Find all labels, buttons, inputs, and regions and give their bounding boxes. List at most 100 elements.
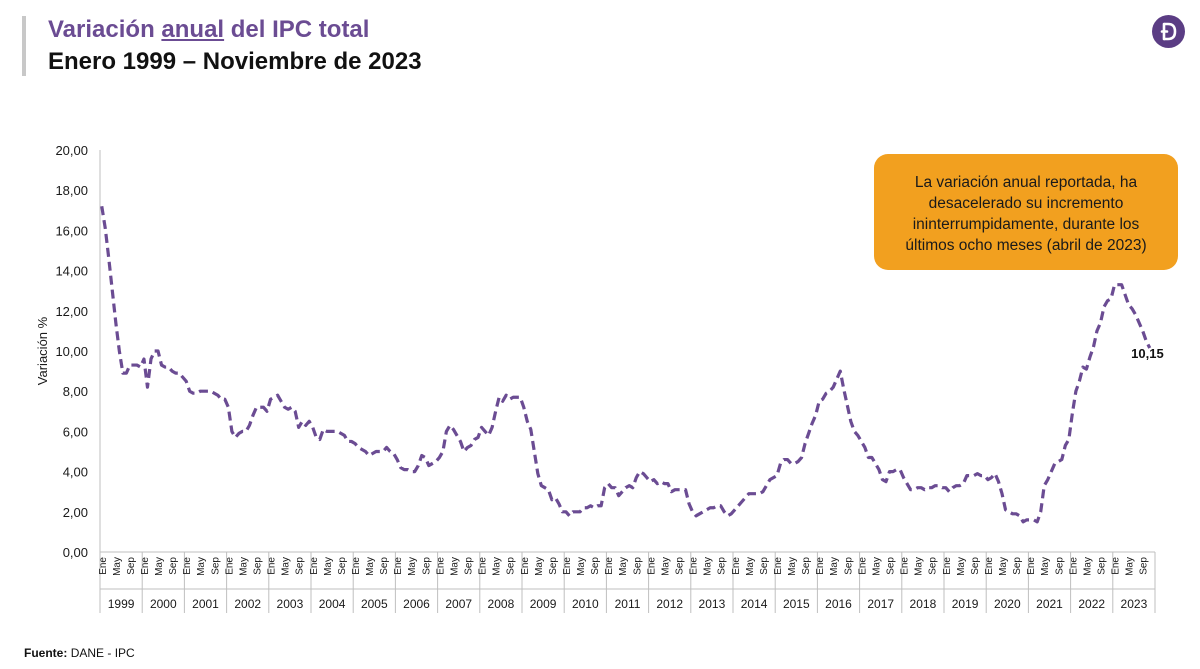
year-label: 2009 — [530, 597, 557, 611]
month-tick-label: Sep — [463, 557, 474, 575]
title-accent-bar — [22, 16, 26, 76]
y-tick-label: 2,00 — [63, 505, 88, 520]
year-label: 2004 — [319, 597, 346, 611]
month-tick-label: Sep — [1139, 557, 1150, 575]
month-tick-label: Sep — [252, 557, 263, 575]
year-label: 2002 — [234, 597, 261, 611]
year-label: 2017 — [867, 597, 894, 611]
month-tick-label: Sep — [1012, 557, 1023, 575]
year-label: 2005 — [361, 597, 388, 611]
month-tick-label: May — [998, 557, 1009, 576]
month-tick-label: Sep — [210, 557, 221, 575]
month-tick-label: May — [660, 557, 671, 576]
month-tick-label: Ene — [393, 557, 404, 575]
month-tick-label: May — [1040, 557, 1051, 576]
source-value: DANE - IPC — [70, 646, 135, 660]
month-tick-label: Ene — [140, 557, 151, 575]
year-label: 2016 — [825, 597, 852, 611]
y-tick-label: 14,00 — [55, 264, 88, 279]
month-tick-label: May — [1125, 557, 1136, 576]
month-tick-label: Sep — [674, 557, 685, 575]
year-label: 2003 — [277, 597, 304, 611]
month-tick-label: Ene — [815, 557, 826, 575]
year-label: 2001 — [192, 597, 219, 611]
month-tick-label: May — [281, 557, 292, 576]
month-tick-label: Ene — [98, 557, 109, 575]
month-tick-label: May — [618, 557, 629, 576]
y-tick-label: 18,00 — [55, 183, 88, 198]
month-tick-label: Ene — [646, 557, 657, 575]
month-tick-label: Ene — [224, 557, 235, 575]
title-word-anual: anual — [161, 16, 225, 43]
month-tick-label: Sep — [1096, 557, 1107, 575]
y-tick-label: 6,00 — [63, 424, 88, 439]
month-tick-label: Sep — [337, 557, 348, 575]
month-tick-label: Sep — [590, 557, 601, 575]
month-tick-label: Sep — [759, 557, 770, 575]
y-axis-label: Variación % — [35, 316, 50, 385]
month-tick-label: Sep — [632, 557, 643, 575]
title-word-1: Variación — [48, 16, 155, 43]
y-tick-label: 20,00 — [55, 143, 88, 158]
month-tick-label: Sep — [548, 557, 559, 575]
month-tick-label: Ene — [267, 557, 278, 575]
chart-title: Variación anual del IPC total — [48, 16, 369, 44]
year-label: 2014 — [741, 597, 768, 611]
month-tick-label: Ene — [562, 557, 573, 575]
year-label: 2011 — [615, 597, 641, 611]
series-line-ipc — [100, 206, 1152, 524]
month-tick-label: Sep — [421, 557, 432, 575]
month-tick-label: Ene — [731, 557, 742, 575]
month-tick-label: Ene — [1068, 557, 1079, 575]
month-tick-label: Ene — [478, 557, 489, 575]
month-tick-label: Ene — [351, 557, 362, 575]
month-tick-label: Sep — [126, 557, 137, 575]
month-tick-label: Sep — [970, 557, 981, 575]
year-label: 2022 — [1078, 597, 1105, 611]
month-tick-label: Sep — [379, 557, 390, 575]
month-tick-label: May — [703, 557, 714, 576]
source-label: Fuente: — [24, 646, 68, 660]
year-label: 2023 — [1121, 597, 1148, 611]
month-tick-label: May — [956, 557, 967, 576]
year-label: 2000 — [150, 597, 177, 611]
month-tick-label: May — [576, 557, 587, 576]
year-label: 2013 — [699, 597, 726, 611]
year-label: 2007 — [445, 597, 472, 611]
month-tick-label: Sep — [843, 557, 854, 575]
month-tick-label: Ene — [942, 557, 953, 575]
callout-annotation: La variación anual reportada, ha desacel… — [874, 154, 1178, 270]
month-tick-label: Ene — [689, 557, 700, 575]
year-label: 2018 — [910, 597, 937, 611]
month-tick-label: May — [914, 557, 925, 576]
month-tick-label: May — [871, 557, 882, 576]
source-note: Fuente: DANE - IPC — [24, 646, 135, 660]
month-tick-label: May — [407, 557, 418, 576]
month-tick-label: Ene — [435, 557, 446, 575]
month-tick-label: May — [1082, 557, 1093, 576]
month-tick-label: May — [238, 557, 249, 576]
month-tick-label: Ene — [1026, 557, 1037, 575]
month-tick-label: May — [323, 557, 334, 576]
month-tick-label: May — [492, 557, 503, 576]
month-tick-label: May — [154, 557, 165, 576]
year-label: 2010 — [572, 597, 599, 611]
year-label: 2012 — [656, 597, 683, 611]
title-word-3: del IPC total — [230, 16, 370, 43]
month-tick-label: Sep — [928, 557, 939, 575]
month-tick-label: May — [196, 557, 207, 576]
month-tick-label: Ene — [604, 557, 615, 575]
month-tick-label: May — [829, 557, 840, 576]
month-tick-label: May — [745, 557, 756, 576]
month-tick-label: Ene — [900, 557, 911, 575]
month-tick-label: Ene — [182, 557, 193, 575]
month-tick-label: Ene — [773, 557, 784, 575]
month-tick-label: Ene — [857, 557, 868, 575]
data-label-last: 10,15 — [1131, 346, 1164, 361]
month-tick-label: Sep — [295, 557, 306, 575]
y-tick-label: 4,00 — [63, 465, 88, 480]
chart-subtitle: Enero 1999 – Noviembre de 2023 — [48, 48, 422, 75]
year-label: 2019 — [952, 597, 979, 611]
month-tick-label: Sep — [168, 557, 179, 575]
month-tick-label: Sep — [506, 557, 517, 575]
